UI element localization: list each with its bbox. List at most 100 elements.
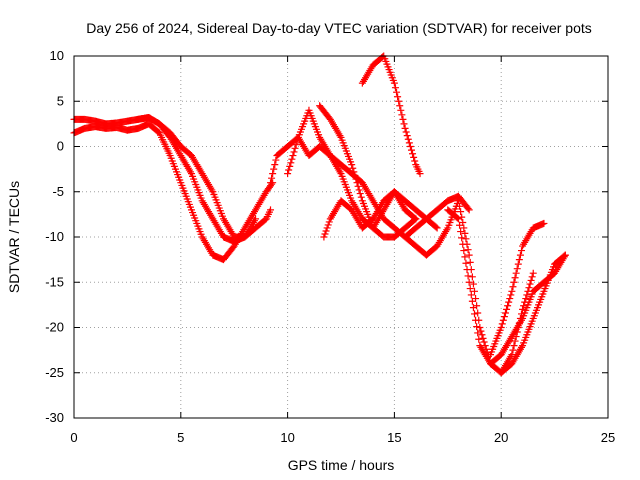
data-point [461, 253, 469, 261]
data-point [289, 152, 297, 160]
data-point [432, 223, 440, 231]
data-point [411, 216, 419, 224]
y-tick-label: -25 [45, 365, 64, 380]
data-point [321, 230, 329, 238]
data-point [325, 218, 333, 226]
data-point [478, 331, 486, 339]
data-point [293, 137, 301, 145]
data-point [460, 224, 468, 232]
data-point [513, 265, 521, 273]
data-point [471, 287, 478, 295]
data-point [355, 186, 363, 194]
data-point [499, 316, 507, 324]
data-point [406, 143, 414, 150]
data-point [464, 204, 472, 212]
data-point [320, 233, 328, 241]
data-point [522, 295, 530, 303]
data-point [461, 229, 469, 237]
data-point [267, 179, 275, 187]
y-tick-label: -15 [45, 274, 64, 289]
series-sat-f [316, 102, 420, 241]
data-point [503, 305, 511, 313]
data-point [323, 224, 331, 232]
series-sat-g [320, 188, 441, 241]
data-point [290, 148, 298, 156]
data-point [510, 278, 518, 286]
data-point [468, 297, 476, 305]
data-point [500, 313, 508, 321]
tick-labels: 0 5 10 15 20 25 10 5 0 -5 -10 -15 -20 -25 -30 [45, 48, 615, 445]
data-point [465, 278, 473, 286]
data-point [457, 208, 465, 216]
data-point [394, 93, 402, 101]
data-point [469, 304, 477, 312]
data-point [288, 155, 296, 163]
data-point [407, 146, 415, 154]
plot-frame [73, 55, 609, 419]
data-point [519, 305, 527, 313]
series-sat-h [358, 52, 424, 178]
data-point [402, 128, 410, 136]
data-point [291, 144, 299, 152]
data-point [409, 150, 417, 158]
data-point [356, 190, 364, 198]
series-sat-k [487, 219, 548, 359]
x-tick-label: 0 [70, 430, 77, 445]
y-tick-label: -30 [45, 410, 64, 425]
data-point [390, 79, 398, 87]
data-point [476, 324, 484, 331]
data-point [464, 272, 472, 280]
data-point [350, 168, 358, 176]
data-point [528, 273, 536, 281]
data-point [270, 165, 278, 173]
data-point [324, 221, 332, 229]
data-point [460, 247, 468, 255]
data-point [505, 298, 513, 306]
data-point [457, 228, 465, 236]
data-point [466, 258, 474, 266]
data-point [391, 84, 399, 92]
data-point [404, 135, 412, 143]
data-point [561, 251, 569, 259]
data-point [268, 180, 276, 188]
series-sat-c [134, 114, 275, 241]
data-point [466, 285, 474, 293]
data-point [480, 338, 488, 346]
data-point [411, 157, 419, 165]
data-point [511, 274, 519, 282]
data-point [516, 251, 524, 259]
data-point [433, 224, 441, 232]
data-point [292, 141, 300, 149]
data-point [410, 153, 418, 161]
data-point [454, 215, 462, 223]
series-sat-d [267, 133, 473, 241]
data-point [286, 162, 294, 170]
data-point [479, 334, 487, 342]
series-sat-j [444, 206, 569, 368]
y-tick-label: -10 [45, 229, 64, 244]
series-sat-l [497, 251, 569, 377]
data-point [497, 324, 505, 331]
data-point [401, 124, 409, 132]
data-point [456, 221, 464, 229]
data-point [398, 111, 406, 119]
x-tick-label: 20 [494, 430, 508, 445]
data-point [517, 247, 525, 255]
data-point [269, 170, 277, 178]
data-point [462, 259, 470, 267]
data-point [472, 316, 480, 324]
data-point [352, 175, 360, 183]
data-point [465, 251, 473, 259]
y-tick-label: 0 [57, 139, 64, 154]
data-point [525, 284, 533, 292]
data-point [509, 283, 517, 291]
data-point [510, 342, 518, 350]
y-tick-label: 5 [57, 93, 64, 108]
data-point [515, 256, 523, 264]
data-point [267, 206, 275, 214]
data-point [473, 302, 481, 310]
series-sat-a [70, 120, 277, 264]
data-point [458, 234, 466, 242]
data-point [469, 280, 477, 288]
data-points [70, 52, 569, 377]
